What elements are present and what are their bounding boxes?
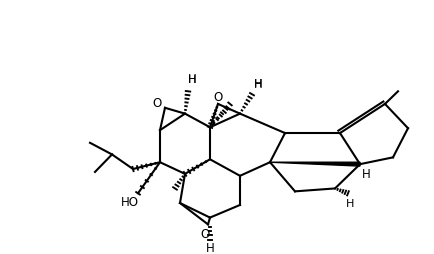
Text: O: O: [213, 90, 222, 103]
Text: H: H: [253, 78, 262, 88]
Text: H: H: [205, 241, 214, 254]
Text: HO: HO: [121, 195, 139, 208]
Text: H: H: [187, 73, 196, 86]
Text: H: H: [187, 74, 196, 84]
Polygon shape: [270, 163, 359, 166]
Text: H: H: [253, 78, 262, 91]
Text: H: H: [361, 168, 370, 181]
Text: O: O: [152, 97, 161, 110]
Text: H: H: [345, 198, 353, 208]
Text: O: O: [200, 227, 209, 240]
